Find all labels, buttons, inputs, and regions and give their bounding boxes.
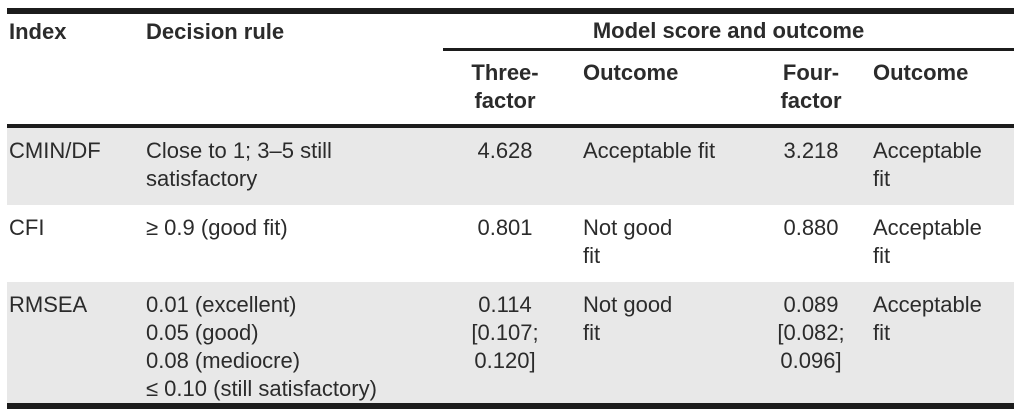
four-factor-score-cell: 0.089 [0.082; 0.096] (777, 292, 845, 373)
three-factor-score-cell: 4.628 (443, 124, 567, 205)
col-header-outcome-four: Outcome (873, 60, 969, 85)
four-factor-outcome-cell: Acceptable fit (862, 124, 1015, 205)
col-header-model-score-group: Model score and outcome (443, 11, 1015, 51)
decision-rule-cell: ≥ 0.9 (good fit) (146, 215, 288, 240)
col-header-three-factor: Three- factor (471, 60, 539, 113)
index-cell: CMIN/DF (7, 124, 146, 205)
col-header-outcome-three: Outcome (583, 60, 679, 85)
col-header-decision-rule: Decision rule (146, 19, 285, 44)
index-cell: CFI (9, 215, 45, 240)
decision-rule-cell: 0.01 (excellent) 0.05 (good) 0.08 (medio… (146, 292, 377, 401)
table-row-rmsea: RMSEA 0.01 (excellent) 0.05 (good) 0.08 … (7, 282, 1015, 406)
col-header-index: Index (9, 19, 67, 44)
four-factor-score-cell: 0.880 (783, 215, 839, 240)
three-factor-outcome-cell: Not good fit (583, 292, 673, 345)
header-row-sub: Three- factor Outcome Four- factor Outco… (7, 50, 1014, 127)
decision-rule-cell: Close to 1; 3–5 still satisfactory (146, 124, 443, 205)
four-factor-outcome-cell: Acceptable fit (873, 215, 982, 268)
four-factor-score-cell: 3.218 (760, 124, 862, 205)
index-cell: RMSEA (9, 292, 88, 317)
table-row-cfi: CFI ≥ 0.9 (good fit) 0.801 Not good fit … (7, 205, 1014, 282)
col-header-four-factor: Four- factor (780, 60, 842, 113)
model-fit-indices-table: Index Decision rule Model score and outc… (7, 8, 1015, 409)
header-row-group: Index Decision rule Model score and outc… (7, 11, 1015, 51)
table-row-cmindf: CMIN/DF Close to 1; 3–5 still satisfacto… (7, 124, 1015, 205)
three-factor-outcome-cell: Not good fit (583, 215, 673, 268)
four-factor-outcome-cell: Acceptable fit (873, 292, 982, 345)
three-factor-score-cell: 0.801 (477, 215, 533, 240)
three-factor-outcome-cell: Acceptable fit (567, 124, 760, 205)
three-factor-score-cell: 0.114 [0.107; 0.120] (471, 292, 539, 373)
